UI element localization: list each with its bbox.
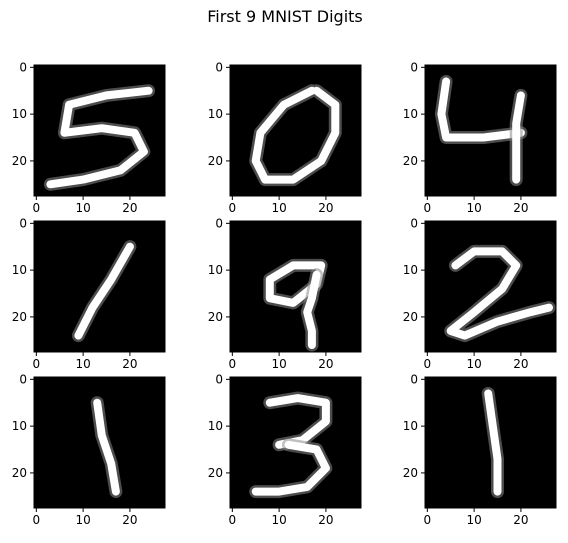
y-tick-label: 20 [12, 154, 27, 168]
x-tick-label: 0 [424, 201, 432, 215]
y-tick-label: 10 [208, 419, 223, 433]
y-tick-label: 0 [410, 60, 418, 74]
y-tick-label: 20 [208, 154, 223, 168]
y-tick-label: 10 [403, 263, 418, 277]
x-tick-label: 10 [466, 357, 481, 371]
digit-stroke [93, 398, 120, 496]
subplot-9: 0 10 20 0 10 20 [403, 372, 557, 527]
axes-frame [424, 376, 557, 509]
digit-stroke [484, 389, 502, 496]
x-tick-label: 20 [318, 201, 333, 215]
x-tick-label: 0 [33, 357, 41, 371]
y-tick-label: 10 [403, 107, 418, 121]
digit-stroke [446, 247, 553, 340]
y-tick-label: 20 [403, 154, 418, 168]
digit-stroke [251, 86, 340, 184]
axes-frame [424, 64, 557, 197]
subplot-1: 0 10 20 0 10 20 [12, 60, 166, 215]
axes-frame [229, 64, 362, 197]
digit-stroke [512, 91, 525, 184]
y-tick-label: 0 [215, 216, 223, 230]
x-tick-label: 0 [33, 201, 41, 215]
x-tick-label: 10 [271, 513, 286, 527]
axes-frame [33, 64, 166, 197]
digit-stroke [303, 270, 321, 349]
x-tick-label: 0 [33, 513, 41, 527]
axes-frame [424, 220, 557, 353]
x-tick-label: 20 [122, 357, 137, 371]
x-tick-label: 0 [424, 513, 432, 527]
x-tick-label: 20 [513, 201, 528, 215]
y-tick-label: 10 [12, 419, 27, 433]
subplot-2: 0 10 20 0 10 20 [208, 60, 362, 215]
subplot-6: 0 10 20 0 10 20 [403, 216, 557, 371]
x-tick-label: 0 [229, 357, 237, 371]
y-tick-label: 10 [12, 107, 27, 121]
y-tick-label: 20 [12, 466, 27, 480]
digit-stroke [437, 77, 525, 142]
y-tick-label: 0 [19, 60, 27, 74]
axes-frame [229, 376, 362, 509]
x-tick-label: 10 [271, 357, 286, 371]
y-tick-label: 0 [19, 372, 27, 386]
y-tick-label: 0 [215, 372, 223, 386]
y-tick-label: 0 [410, 372, 418, 386]
subplot-grid: 0 10 20 0 10 20 0 10 20 0 10 20 0 10 20 0 10 20 0 10 20 0 10 20… [12, 60, 557, 527]
chart-title: First 9 MNIST Digits [207, 7, 363, 26]
y-tick-label: 0 [19, 216, 27, 230]
y-tick-label: 0 [215, 60, 223, 74]
subplot-4: 0 10 20 0 10 20 [12, 216, 166, 371]
x-tick-label: 0 [229, 201, 237, 215]
subplot-8: 0 10 20 0 10 20 [208, 372, 362, 527]
x-tick-label: 10 [271, 201, 286, 215]
x-tick-label: 10 [75, 201, 90, 215]
subplot-3: 0 10 20 0 10 20 [403, 60, 557, 215]
x-tick-label: 20 [513, 357, 528, 371]
axes-frame [229, 220, 362, 353]
y-tick-label: 10 [208, 263, 223, 277]
subplot-5: 0 10 20 0 10 20 [208, 216, 362, 371]
x-tick-label: 20 [122, 201, 137, 215]
y-tick-label: 10 [208, 107, 223, 121]
x-tick-label: 10 [466, 201, 481, 215]
y-tick-label: 20 [208, 466, 223, 480]
y-tick-label: 10 [403, 419, 418, 433]
axes-frame [33, 376, 166, 509]
x-tick-label: 20 [122, 513, 137, 527]
y-tick-label: 10 [12, 263, 27, 277]
y-tick-label: 20 [12, 310, 27, 324]
y-tick-label: 0 [410, 216, 418, 230]
x-tick-label: 10 [75, 357, 90, 371]
x-tick-label: 10 [75, 513, 90, 527]
x-tick-label: 20 [318, 513, 333, 527]
digit-stroke [251, 440, 330, 496]
digit-stroke [46, 86, 153, 189]
digit-stroke [74, 242, 134, 340]
digit-image-background [230, 221, 361, 352]
y-tick-label: 20 [403, 310, 418, 324]
x-tick-label: 20 [513, 513, 528, 527]
x-tick-label: 20 [318, 357, 333, 371]
subplot-7: 0 10 20 0 10 20 [12, 372, 166, 527]
y-tick-label: 20 [208, 310, 223, 324]
axes-frame [33, 220, 166, 353]
x-tick-label: 0 [424, 357, 432, 371]
x-tick-label: 10 [466, 513, 481, 527]
x-tick-label: 0 [229, 513, 237, 527]
y-tick-label: 20 [403, 466, 418, 480]
